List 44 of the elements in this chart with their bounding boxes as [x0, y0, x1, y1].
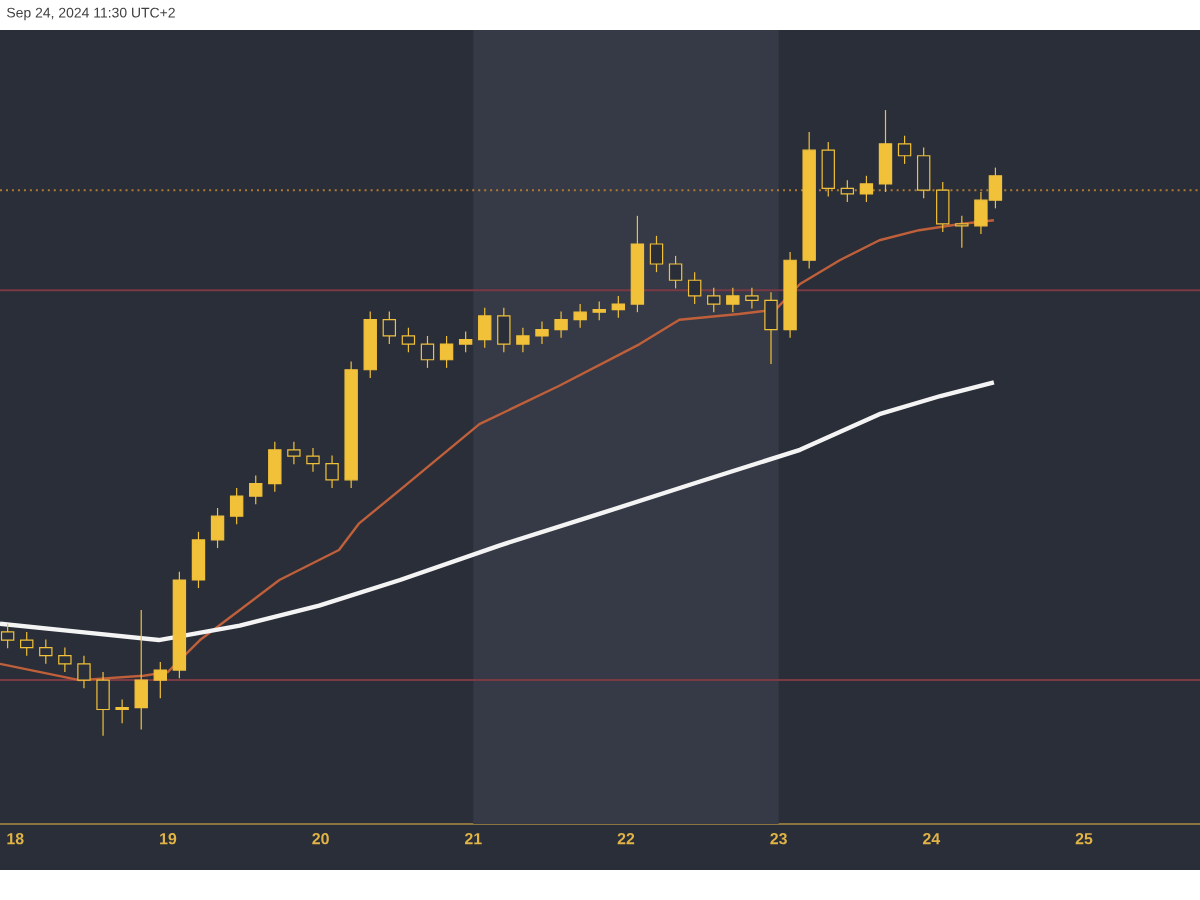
candlestick — [592, 300, 606, 321]
candlestick — [573, 303, 587, 329]
candlestick — [306, 447, 320, 473]
candlestick — [420, 335, 435, 369]
candlestick — [191, 531, 206, 589]
candlestick — [554, 310, 568, 339]
candlestick — [401, 327, 416, 353]
candlestick — [497, 307, 511, 353]
candlestick — [821, 141, 835, 198]
candlestick — [96, 671, 110, 737]
candlestick — [287, 441, 301, 465]
candlestick — [649, 235, 664, 273]
candlestick — [707, 287, 721, 313]
candlestick — [382, 310, 397, 345]
candlestick — [687, 271, 702, 305]
candlestick — [458, 330, 473, 353]
candlestick — [535, 320, 549, 345]
candlestick — [210, 507, 225, 549]
candlestick — [134, 609, 148, 731]
candlestick — [936, 181, 950, 233]
candlestick — [745, 287, 759, 310]
candlestick — [58, 646, 72, 673]
candlestick — [840, 179, 855, 203]
candlestick — [516, 327, 530, 353]
candlestick — [39, 638, 53, 665]
candlestick — [668, 255, 683, 289]
candlestick — [439, 335, 454, 369]
candlestick — [764, 291, 778, 365]
candlestick — [916, 147, 931, 199]
candlestick — [20, 631, 34, 657]
candlestick — [611, 295, 626, 319]
candlestick — [726, 287, 740, 313]
candlestick — [878, 109, 893, 193]
candlestick — [478, 307, 492, 349]
candlestick — [77, 655, 91, 689]
candlestick — [229, 487, 244, 525]
candlestick — [325, 454, 339, 489]
candlestick — [153, 661, 168, 699]
candlestick — [859, 175, 874, 203]
candlestick — [249, 474, 263, 505]
candlestick — [955, 215, 969, 249]
candlestick — [897, 135, 912, 165]
candlestick — [115, 698, 129, 724]
candlestick — [268, 441, 282, 493]
